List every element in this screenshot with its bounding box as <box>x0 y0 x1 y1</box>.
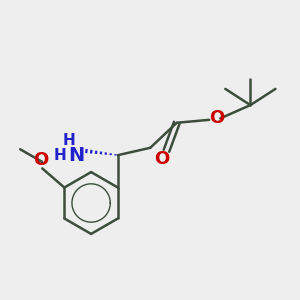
Text: N: N <box>68 146 85 165</box>
Text: O: O <box>33 151 48 169</box>
Text: O: O <box>209 109 224 127</box>
Text: O: O <box>154 150 170 168</box>
Text: H: H <box>63 133 76 148</box>
Text: H: H <box>53 148 66 163</box>
